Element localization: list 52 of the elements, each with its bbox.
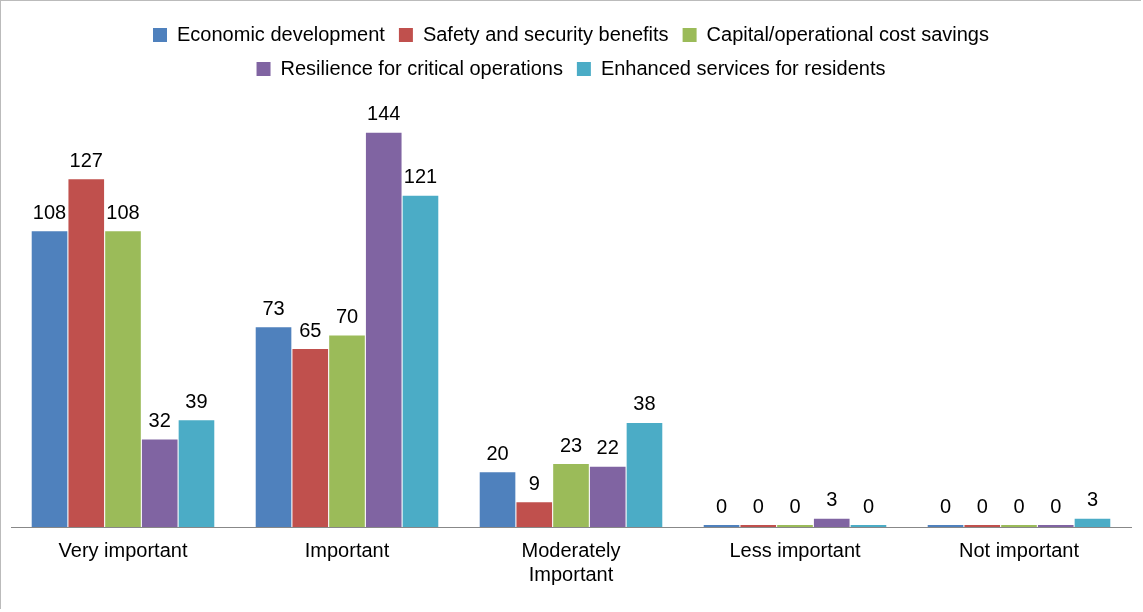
data-label: 20 bbox=[486, 441, 509, 464]
bar bbox=[141, 439, 178, 527]
bar bbox=[553, 464, 589, 527]
data-label: 9 bbox=[528, 471, 540, 494]
legend-label: Safety and security benefits bbox=[422, 22, 669, 45]
x-tick-label: Moderately Important bbox=[521, 538, 621, 585]
data-label: 0 bbox=[752, 494, 764, 517]
data-label: 22 bbox=[596, 436, 619, 459]
x-tick-label: Not important bbox=[958, 538, 1080, 561]
data-label: 38 bbox=[633, 392, 656, 415]
bar bbox=[1074, 518, 1111, 527]
data-label: 0 bbox=[862, 494, 875, 517]
bar bbox=[329, 335, 365, 527]
data-label: 0 bbox=[1013, 494, 1025, 517]
bar bbox=[365, 132, 402, 527]
bar bbox=[626, 422, 663, 527]
legend-label: Economic development bbox=[177, 22, 386, 45]
legend-label: Enhanced services for residents bbox=[600, 56, 886, 79]
x-tick-label: Very important bbox=[58, 538, 188, 561]
legend-label: Capital/operational cost savings bbox=[706, 22, 989, 45]
bar bbox=[31, 231, 68, 527]
data-label: 3 bbox=[826, 488, 838, 511]
bar bbox=[516, 502, 553, 527]
bar bbox=[292, 349, 329, 527]
data-label: 3 bbox=[1086, 488, 1099, 511]
data-label: 0 bbox=[789, 494, 801, 517]
data-label: 70 bbox=[335, 304, 359, 327]
data-label: 0 bbox=[1050, 494, 1062, 517]
legend-label: Resilience for critical operations bbox=[280, 56, 563, 79]
bar bbox=[255, 327, 292, 527]
x-tick-label: Less important bbox=[729, 538, 862, 561]
data-label: 121 bbox=[403, 165, 438, 188]
data-label: 32 bbox=[148, 408, 171, 431]
data-label: 0 bbox=[939, 494, 952, 517]
data-label: 144 bbox=[367, 102, 401, 125]
data-label: 0 bbox=[715, 494, 728, 517]
bar bbox=[105, 231, 141, 527]
data-label: 23 bbox=[559, 433, 583, 456]
data-label: 73 bbox=[262, 296, 285, 319]
data-label: 0 bbox=[976, 494, 988, 517]
data-label: 65 bbox=[299, 318, 322, 341]
data-label: 108 bbox=[32, 200, 67, 223]
bar bbox=[479, 472, 516, 527]
bar bbox=[178, 420, 215, 527]
bar bbox=[402, 195, 439, 527]
bar bbox=[68, 179, 105, 527]
data-label: 108 bbox=[106, 200, 140, 223]
bar bbox=[589, 466, 626, 527]
x-tick-label: Important bbox=[304, 538, 390, 561]
bar bbox=[813, 518, 850, 527]
data-label: 39 bbox=[185, 389, 208, 412]
data-label: 127 bbox=[69, 148, 103, 171]
